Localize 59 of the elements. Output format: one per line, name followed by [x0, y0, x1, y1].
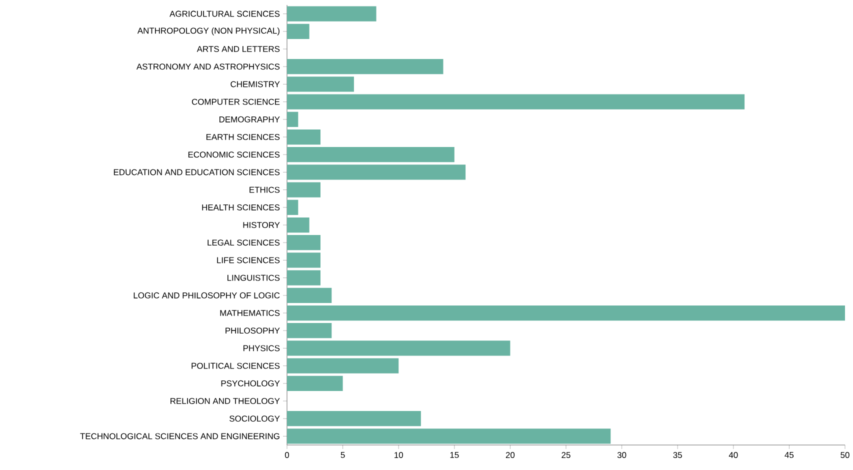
- bar: [287, 76, 354, 92]
- y-tick-label: ASTRONOMY AND ASTROPHYSICS: [136, 64, 280, 70]
- bar: [287, 323, 332, 338]
- bar: [287, 428, 611, 444]
- x-tick-label: 15: [450, 452, 459, 458]
- x-tick-label: 35: [673, 452, 682, 458]
- bar: [287, 288, 332, 303]
- bar: [287, 252, 320, 268]
- bar: [287, 6, 376, 22]
- x-tick-label: 40: [728, 452, 738, 458]
- y-tick-label: COMPUTER SCIENCE: [192, 98, 280, 105]
- y-tick-label: PHILOSOPHY: [226, 328, 280, 334]
- bar: [287, 200, 298, 215]
- x-tick-label: 30: [617, 452, 626, 458]
- bar: [287, 94, 745, 110]
- y-tick-label: DEMOGRAPHY: [219, 116, 280, 122]
- bar: [287, 305, 846, 321]
- y-tick-label: SOCIOLOGY: [230, 416, 280, 422]
- bar: [287, 340, 510, 356]
- bar: [287, 235, 320, 250]
- y-tick-label: TECHNOLOGICAL SCIENCES AND ENGINEERING: [80, 433, 280, 440]
- y-tick-label: MATHEMATICS: [220, 310, 280, 316]
- x-tick-label: 25: [562, 452, 570, 458]
- bar: [287, 129, 320, 145]
- bar: [287, 112, 298, 127]
- y-tick-label: ETHICS: [250, 186, 280, 193]
- bar: [287, 24, 310, 39]
- y-tick-label: HISTORY: [243, 222, 280, 228]
- x-tick-label: 10: [394, 452, 403, 458]
- y-tick-label: EDUCATION AND EDUCATION SCIENCES: [114, 169, 280, 176]
- x-tick-label: 50: [840, 452, 850, 458]
- y-tick-label: AGRICULTURAL SCIENCES: [170, 10, 280, 17]
- y-tick-label: ECONOMIC SCIENCES: [188, 152, 280, 158]
- y-tick-label: LEGAL SCIENCES: [208, 240, 280, 246]
- x-tick-label: 45: [784, 452, 794, 458]
- bar: [287, 358, 399, 374]
- y-tick-label: RELIGION AND THEOLOGY: [170, 398, 280, 404]
- y-tick-label: PSYCHOLOGY: [221, 380, 280, 386]
- bar: [287, 182, 320, 198]
- bar: [287, 411, 421, 426]
- y-tick-label: EARTH SCIENCES: [206, 134, 280, 140]
- y-tick-label: CHEMISTRY: [230, 81, 280, 88]
- bar: [287, 164, 466, 180]
- bar: [287, 270, 320, 286]
- y-tick-label: LINGUISTICS: [227, 274, 280, 281]
- y-tick-label: PHYSICS: [243, 345, 280, 352]
- y-tick-label: LOGIC AND PHILOSOPHY OF LOGIC: [134, 292, 280, 298]
- x-tick-label: 5: [340, 452, 345, 458]
- x-tick-label: 0: [284, 452, 290, 458]
- y-tick-label: POLITICAL SCIENCES: [192, 362, 280, 369]
- y-tick-label: LIFE SCIENCES: [217, 257, 280, 264]
- y-tick-label: ARTS AND LETTERS: [196, 46, 280, 52]
- bar: [287, 147, 454, 162]
- bar: [287, 59, 444, 74]
- x-tick-label: 20: [506, 452, 515, 458]
- bar: [287, 217, 310, 233]
- bar: [287, 376, 343, 391]
- y-tick-label: ANTHROPOLOGY (NON PHYSICAL): [137, 27, 280, 36]
- y-tick-label: HEALTH SCIENCES: [202, 204, 280, 210]
